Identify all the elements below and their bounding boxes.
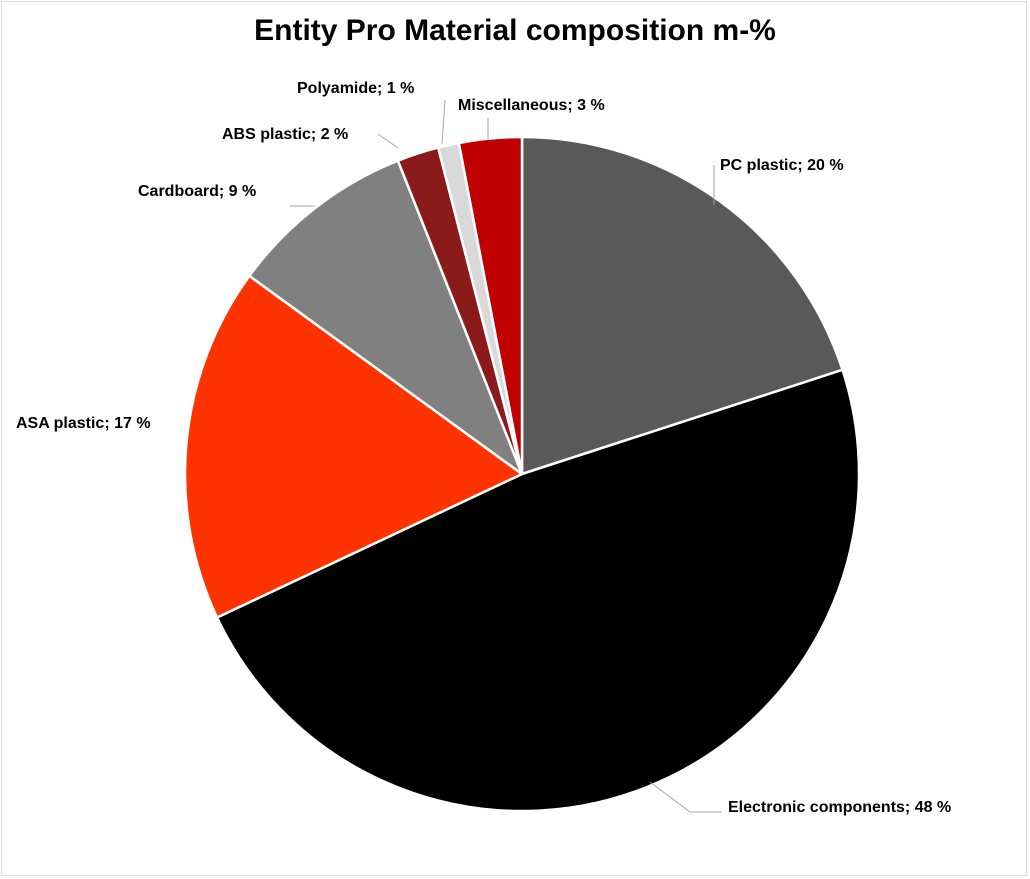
- data-label-asa-plastic: ASA plastic; 17 %: [16, 415, 151, 432]
- pie-slice-miscellaneous: [457, 135, 524, 476]
- pie-slice-asa-plastic: [183, 274, 524, 619]
- data-label-cardboard: Cardboard; 9 %: [138, 183, 256, 200]
- data-label-abs-plastic: ABS plastic; 2 %: [222, 126, 348, 143]
- leader-line: [441, 99, 446, 145]
- data-label-polyamide: Polyamide; 1 %: [297, 80, 414, 97]
- pie-slice-pc-plastic: [520, 135, 844, 476]
- pie-slice-cardboard: [248, 159, 524, 476]
- leader-line: [377, 133, 399, 149]
- data-labels: PC plastic; 20 % Electronic components; 4…: [16, 80, 951, 816]
- pie-slice-electronic-components: [215, 368, 861, 813]
- data-label-electronic-components: Electronic components; 48 %: [728, 799, 951, 816]
- chart-title: Entity Pro Material composition m-%: [254, 14, 776, 47]
- leader-line: [649, 781, 722, 813]
- leader-lines: [290, 99, 722, 813]
- data-label-pc-plastic: PC plastic; 20 %: [720, 157, 844, 174]
- data-label-miscellaneous: Miscellaneous; 3 %: [458, 97, 605, 114]
- pie-slices: [183, 135, 861, 813]
